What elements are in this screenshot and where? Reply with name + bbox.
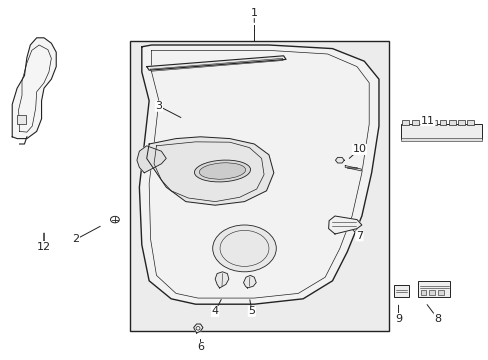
Ellipse shape [194,160,250,182]
Bar [428,290,434,295]
Bar [420,120,427,125]
Polygon shape [146,137,273,205]
Text: 5: 5 [248,306,255,316]
Ellipse shape [212,225,276,272]
Polygon shape [215,272,228,288]
Text: 3: 3 [155,101,162,111]
Ellipse shape [199,163,245,179]
Bar [420,290,426,295]
Bar [17,115,26,124]
Polygon shape [335,157,344,163]
Bar [411,120,418,125]
Bar [129,41,388,331]
Bar [467,120,473,125]
Polygon shape [243,275,256,288]
Text: 9: 9 [394,314,401,324]
Bar [429,120,436,125]
Bar [400,124,481,139]
Bar [457,120,464,125]
Polygon shape [328,216,361,234]
Text: 6: 6 [197,342,203,352]
Text: 8: 8 [433,314,440,324]
Text: 2: 2 [72,234,79,244]
Polygon shape [137,146,166,173]
Bar [439,120,446,125]
Bar [417,281,449,297]
Polygon shape [139,45,378,304]
Polygon shape [345,166,361,171]
Bar [437,290,443,295]
Bar [400,138,481,141]
Polygon shape [193,324,203,333]
Text: 4: 4 [211,306,218,316]
Bar [448,120,455,125]
Text: 12: 12 [37,242,51,252]
Polygon shape [146,56,285,70]
Bar [393,285,408,297]
Text: 11: 11 [420,116,434,126]
Bar [402,120,408,125]
Text: 7: 7 [355,231,362,241]
Text: 1: 1 [250,8,257,18]
Polygon shape [12,38,56,139]
Text: 10: 10 [352,144,366,154]
